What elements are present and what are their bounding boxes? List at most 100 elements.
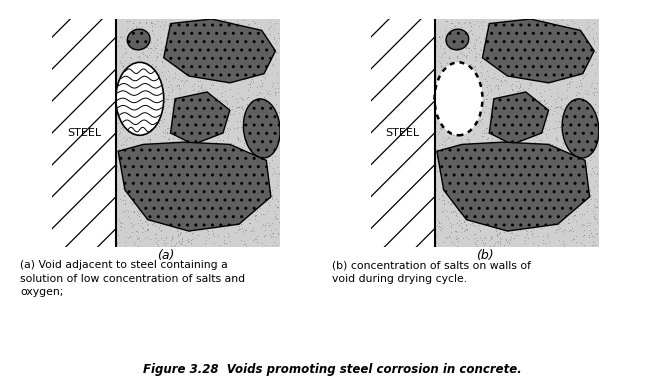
Point — [555, 186, 566, 192]
Point — [188, 194, 199, 200]
Point — [129, 144, 140, 150]
Point — [151, 235, 161, 241]
Point — [217, 20, 228, 26]
Point — [196, 113, 207, 119]
Point — [123, 129, 133, 135]
Point — [171, 202, 182, 208]
Point — [214, 66, 225, 73]
Point — [230, 168, 241, 174]
Point — [257, 134, 268, 140]
Point — [240, 241, 251, 247]
Point — [541, 133, 552, 139]
Point — [577, 119, 588, 125]
Point — [459, 203, 470, 209]
Point — [257, 240, 268, 246]
Point — [592, 170, 602, 176]
Point — [577, 61, 588, 67]
Point — [457, 74, 468, 80]
Point — [454, 185, 465, 191]
Point — [585, 187, 596, 193]
Point — [214, 136, 225, 142]
Point — [236, 238, 246, 244]
Text: STEEL: STEEL — [386, 128, 420, 138]
Point — [558, 172, 569, 178]
Point — [439, 155, 450, 161]
Point — [559, 64, 570, 70]
Point — [205, 62, 216, 68]
Point — [194, 47, 205, 53]
Point — [450, 118, 460, 124]
Point — [176, 59, 187, 65]
Point — [157, 58, 167, 64]
Point — [250, 64, 260, 70]
Point — [456, 136, 466, 142]
Point — [268, 52, 278, 58]
Point — [470, 158, 481, 164]
Point — [475, 154, 485, 160]
Point — [467, 120, 478, 126]
Point — [513, 88, 523, 94]
Point — [527, 241, 538, 247]
Point — [118, 74, 129, 80]
Point — [575, 157, 586, 163]
Point — [547, 28, 558, 34]
Point — [436, 160, 447, 166]
Point — [122, 157, 132, 163]
Point — [575, 177, 586, 183]
Point — [486, 32, 497, 38]
Point — [544, 139, 554, 146]
Point — [140, 142, 151, 148]
Point — [479, 171, 490, 177]
Point — [119, 193, 129, 200]
Point — [226, 198, 237, 204]
Point — [531, 57, 542, 63]
Point — [183, 32, 193, 38]
Point — [564, 189, 574, 195]
Point — [505, 170, 516, 176]
Point — [176, 158, 187, 165]
Point — [244, 216, 254, 222]
Point — [503, 119, 514, 125]
Point — [529, 139, 540, 146]
Point — [560, 101, 571, 108]
Point — [552, 218, 562, 224]
Point — [473, 209, 483, 215]
Point — [133, 32, 143, 38]
Point — [247, 108, 258, 114]
Point — [146, 21, 157, 27]
Point — [491, 185, 501, 191]
Point — [571, 239, 582, 245]
Point — [505, 184, 515, 190]
Point — [187, 226, 198, 232]
Point — [461, 212, 471, 218]
Point — [241, 169, 252, 176]
Point — [120, 173, 130, 179]
Point — [582, 88, 593, 94]
Point — [444, 109, 455, 115]
Point — [168, 122, 179, 128]
Point — [525, 178, 535, 184]
Point — [255, 83, 266, 89]
Point — [116, 168, 126, 174]
Point — [119, 134, 129, 140]
Point — [264, 223, 274, 229]
Point — [160, 130, 171, 136]
Point — [230, 160, 241, 166]
Point — [552, 183, 563, 189]
Point — [177, 143, 187, 149]
Point — [272, 119, 283, 125]
Point — [511, 78, 522, 84]
Point — [457, 129, 468, 135]
Point — [572, 68, 583, 74]
Point — [239, 142, 250, 148]
Point — [507, 43, 518, 49]
Point — [481, 96, 491, 102]
Point — [512, 129, 523, 135]
Point — [245, 228, 256, 234]
Point — [263, 107, 274, 113]
Point — [153, 171, 163, 177]
Point — [211, 95, 222, 101]
Point — [474, 87, 485, 93]
Point — [523, 178, 533, 184]
Point — [465, 75, 475, 81]
